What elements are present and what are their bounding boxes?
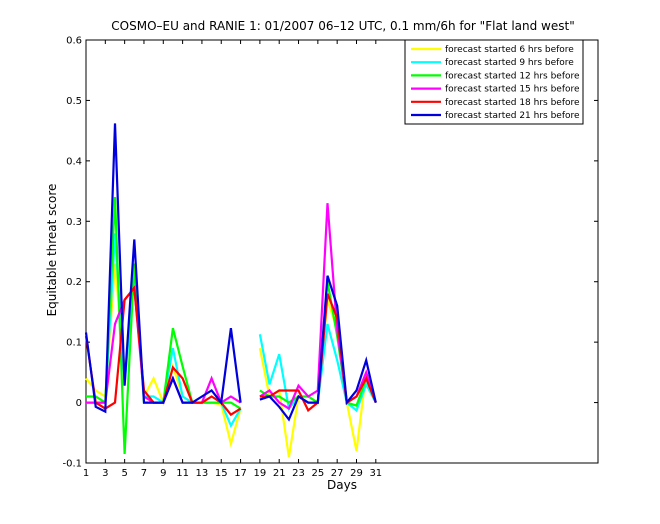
series-lines — [84, 123, 377, 458]
legend-label: forecast started 9 hrs before — [445, 58, 574, 68]
x-tick-label: 7 — [141, 468, 147, 479]
x-tick-label: 3 — [102, 468, 108, 479]
x-tick-label: 29 — [350, 468, 363, 479]
legend-label: forecast started 6 hrs before — [445, 45, 574, 55]
legend-box — [404, 39, 584, 125]
y-axis-label: Equitable threat score — [45, 184, 59, 317]
y-tick-label: 0.2 — [66, 277, 82, 288]
chart-title: COSMO–EU and RANIE 1: 01/2007 06–12 UTC,… — [111, 19, 574, 33]
legend: forecast started 6 hrs before forecast st… — [404, 39, 584, 125]
y-tick-label: 0.5 — [66, 96, 82, 107]
series-line-6 — [84, 123, 377, 422]
x-tick-label: 15 — [215, 468, 228, 479]
x-tick-label: 1 — [83, 468, 89, 479]
x-tick-label: 19 — [254, 468, 267, 479]
x-tick-label: 13 — [196, 468, 209, 479]
legend-label: forecast started 12 hrs before — [445, 71, 580, 81]
x-tick-label: 5 — [121, 468, 127, 479]
x-tick-label: 11 — [176, 468, 189, 479]
y-tick-label: -0.1 — [62, 459, 82, 470]
x-tick-label: 21 — [273, 468, 286, 479]
x-tick-label: 25 — [311, 468, 324, 479]
y-tick-label: 0.4 — [66, 156, 82, 167]
x-axis-label: Days — [327, 478, 357, 492]
y-tick-label: 0.1 — [66, 338, 82, 349]
legend-label: forecast started 15 hrs before — [445, 85, 580, 95]
legend-label: forecast started 21 hrs before — [445, 111, 580, 121]
y-tick-label: 0.3 — [66, 217, 82, 228]
x-tick-label: 27 — [331, 468, 344, 479]
y-tick-label: 0 — [76, 398, 82, 409]
x-tick-label: 31 — [369, 468, 382, 479]
legend-label: forecast started 18 hrs before — [445, 98, 580, 108]
x-tick-label: 23 — [292, 468, 305, 479]
x-tick-label: 9 — [160, 468, 166, 479]
x-tick-label: 17 — [234, 468, 247, 479]
axis-ticks: 1 3 5 7 9 11 13 15 17 19 21 23 25 27 29 31-0.100.10.20.… — [62, 36, 598, 479]
y-tick-label: 0.6 — [66, 36, 82, 47]
